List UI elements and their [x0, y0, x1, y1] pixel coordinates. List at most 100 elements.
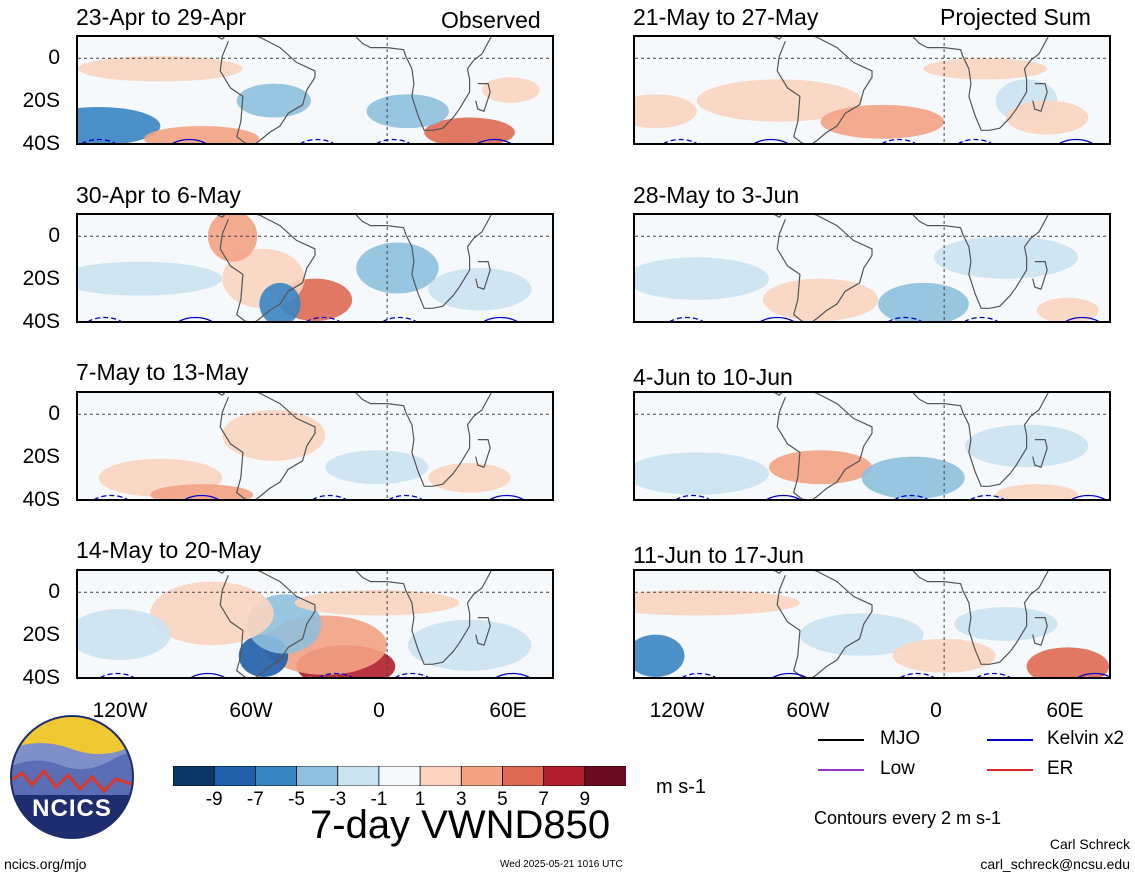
kelvin-contour	[483, 316, 518, 321]
anomaly-shading	[325, 450, 429, 485]
lon-tick-label: 60W	[229, 699, 273, 722]
footer-email: carl_schreck@ncsu.edu	[980, 856, 1130, 872]
kelvin-contour	[489, 494, 524, 499]
south-america-coastline	[219, 571, 316, 677]
lat-tick-label: 0	[48, 224, 60, 247]
anomaly-shading	[407, 619, 532, 671]
colorbar-tick-label: 5	[497, 789, 508, 810]
map-panel	[76, 391, 554, 501]
anomaly-shading	[78, 56, 243, 82]
map-panel	[76, 35, 554, 145]
colorbar-swatches	[172, 765, 627, 787]
footer-timestamp: Wed 2025-05-21 1016 UTC	[500, 859, 623, 870]
colorbar-tick-label: 9	[579, 789, 591, 810]
panel-title: 14-May to 20-May	[76, 537, 262, 563]
colorbar-swatch	[378, 765, 421, 787]
legend-label-low: Low	[880, 758, 915, 779]
anomaly-shading	[820, 104, 945, 139]
legend-line-low	[818, 769, 864, 771]
anomaly-shading	[428, 268, 532, 311]
lat-tick-label: 0	[48, 402, 60, 425]
anomaly-shading	[768, 450, 872, 485]
map-panel	[633, 213, 1111, 323]
anomaly-shading	[1005, 100, 1089, 135]
anomaly-shading	[635, 452, 769, 495]
africa-coastline	[912, 393, 1049, 487]
colorbar-swatch	[254, 765, 298, 787]
kelvin-contour	[976, 672, 1011, 677]
kelvin-contour	[970, 494, 1005, 499]
anomaly-shading	[78, 106, 161, 143]
central-america-coastline	[216, 37, 226, 40]
map-field	[78, 37, 552, 143]
panel-title: 21-May to 27-May	[633, 4, 819, 30]
kelvin-contour	[772, 672, 807, 677]
africa-coastline	[912, 37, 1049, 131]
kelvin-contour	[675, 494, 710, 499]
anomaly-shading	[150, 484, 254, 499]
kelvin-contour	[900, 672, 935, 677]
anomaly-shading	[1036, 297, 1099, 321]
kelvin-contour	[1065, 316, 1100, 321]
panel-title: 28-May to 3-Jun	[633, 182, 800, 208]
colorbar-tick-label: -9	[205, 789, 223, 810]
kelvin-contour	[87, 316, 122, 321]
map-field	[78, 215, 552, 321]
kelvin-contour	[964, 316, 999, 321]
map-panel	[76, 213, 554, 323]
kelvin-contour	[172, 138, 207, 143]
south-america-coastline	[219, 215, 316, 321]
south-america-coastline	[219, 393, 316, 499]
anomaly-shading	[635, 257, 769, 300]
kelvin-contour	[669, 316, 704, 321]
panel-title: 11-Jun to 17-Jun	[633, 542, 804, 568]
lon-tick-label: 120W	[92, 699, 148, 722]
colorbar-swatch	[502, 765, 545, 787]
lat-tick-label: 0	[48, 580, 60, 603]
kelvin-contour	[760, 316, 795, 321]
anomaly-shading	[236, 83, 311, 118]
colorbar-swatch	[419, 765, 463, 787]
observed-label: Observed	[441, 7, 541, 33]
panel-title: 4-Jun to 10-Jun	[633, 364, 793, 390]
colorbar-tick-label: -7	[246, 789, 264, 810]
colorbar-swatch	[296, 765, 339, 787]
anomaly-shading	[294, 590, 460, 616]
map-field	[635, 37, 1109, 143]
kelvin-contour	[958, 138, 992, 143]
lat-tick-label: 40S	[22, 488, 60, 511]
anomaly-shading	[696, 79, 862, 122]
colorbar-swatch	[584, 765, 627, 787]
kelvin-contour	[94, 494, 128, 499]
map-field	[78, 393, 552, 499]
kelvin-contour	[306, 316, 341, 321]
kelvin-contour	[766, 494, 801, 499]
africa-coastline	[912, 571, 1049, 665]
central-america-coastline	[773, 215, 783, 218]
logo-text: NCICS	[32, 795, 112, 822]
anomaly-shading	[366, 94, 449, 129]
anomaly-shading	[635, 634, 685, 677]
madagascar-coastline	[1032, 260, 1048, 290]
central-america-coastline	[773, 571, 783, 574]
kelvin-contour	[495, 672, 530, 677]
colorbar-swatch	[337, 765, 380, 787]
madagascar-coastline	[1032, 616, 1048, 646]
colorbar-tick-label: 1	[414, 789, 426, 810]
panel-title: 7-May to 13-May	[76, 359, 249, 385]
anomaly-shading	[933, 236, 1079, 279]
kelvin-contour	[184, 494, 219, 499]
central-america-coastline	[216, 571, 226, 574]
anomaly-shading	[78, 261, 223, 296]
madagascar-coastline	[1032, 82, 1048, 112]
anomaly-shading	[995, 484, 1079, 499]
anomaly-shading	[878, 282, 969, 321]
africa-coastline	[355, 215, 492, 309]
anomaly-shading	[259, 282, 301, 321]
contour-note: Contours every 2 m s-1	[814, 808, 1002, 828]
anomaly-shading	[143, 126, 260, 143]
colorbar-tick-label: 3	[455, 789, 467, 810]
map-panel	[76, 569, 554, 679]
madagascar-coastline	[475, 438, 491, 468]
south-america-coastline	[776, 215, 873, 321]
